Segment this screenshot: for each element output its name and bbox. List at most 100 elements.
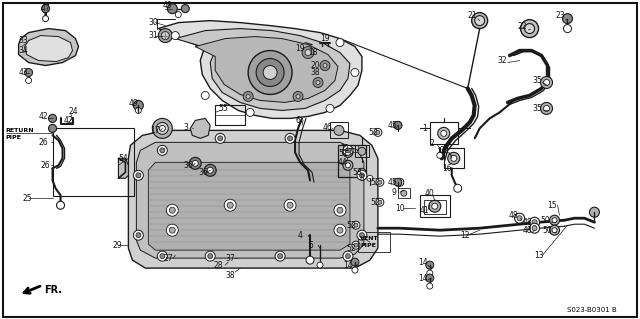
Text: 42: 42 bbox=[38, 112, 48, 121]
Circle shape bbox=[358, 147, 366, 155]
Circle shape bbox=[284, 199, 296, 211]
Text: 44: 44 bbox=[338, 158, 348, 167]
Circle shape bbox=[346, 254, 351, 259]
Bar bbox=[430, 122, 458, 145]
Circle shape bbox=[378, 180, 382, 184]
Bar bbox=[52, 128, 134, 196]
Circle shape bbox=[563, 14, 573, 24]
Text: 35: 35 bbox=[532, 104, 542, 113]
Circle shape bbox=[170, 227, 175, 233]
Text: FR.: FR. bbox=[45, 285, 63, 295]
Text: 37: 37 bbox=[225, 254, 235, 263]
Text: 17: 17 bbox=[150, 126, 160, 135]
Text: 53: 53 bbox=[352, 168, 362, 177]
Circle shape bbox=[303, 57, 313, 68]
Circle shape bbox=[24, 69, 33, 77]
Circle shape bbox=[246, 108, 254, 116]
Circle shape bbox=[426, 261, 434, 269]
Text: 42: 42 bbox=[63, 116, 73, 125]
Text: 15: 15 bbox=[548, 201, 557, 210]
Circle shape bbox=[563, 25, 572, 33]
Text: 48: 48 bbox=[523, 218, 532, 227]
Polygon shape bbox=[19, 29, 79, 65]
Text: 36: 36 bbox=[183, 161, 193, 170]
Circle shape bbox=[529, 223, 540, 233]
Text: 46: 46 bbox=[323, 123, 333, 132]
Circle shape bbox=[346, 148, 351, 153]
Text: 49: 49 bbox=[163, 1, 172, 10]
Circle shape bbox=[166, 224, 179, 236]
Text: 27: 27 bbox=[163, 254, 173, 263]
Circle shape bbox=[157, 145, 167, 155]
Circle shape bbox=[352, 221, 360, 229]
Text: 45: 45 bbox=[388, 121, 397, 130]
Circle shape bbox=[589, 207, 600, 217]
Text: 3: 3 bbox=[183, 123, 188, 132]
Text: PIPE: PIPE bbox=[360, 243, 376, 248]
Polygon shape bbox=[195, 37, 338, 102]
Circle shape bbox=[378, 200, 382, 204]
Circle shape bbox=[517, 216, 522, 221]
Text: 19: 19 bbox=[295, 44, 305, 53]
Circle shape bbox=[334, 224, 346, 236]
Circle shape bbox=[248, 50, 292, 94]
Circle shape bbox=[136, 108, 141, 114]
Text: 25: 25 bbox=[22, 194, 32, 203]
Bar bbox=[215, 106, 245, 125]
Text: 45: 45 bbox=[388, 178, 397, 187]
Circle shape bbox=[246, 94, 250, 99]
Circle shape bbox=[552, 228, 557, 233]
Bar bbox=[424, 200, 445, 214]
Circle shape bbox=[192, 160, 198, 166]
Circle shape bbox=[287, 136, 292, 141]
Circle shape bbox=[376, 130, 380, 134]
Circle shape bbox=[525, 24, 534, 33]
Circle shape bbox=[394, 178, 402, 186]
Polygon shape bbox=[148, 162, 350, 250]
Circle shape bbox=[543, 106, 550, 111]
Circle shape bbox=[343, 251, 353, 261]
Circle shape bbox=[352, 267, 358, 273]
Text: 6: 6 bbox=[295, 116, 300, 125]
Circle shape bbox=[26, 78, 31, 84]
Text: 2: 2 bbox=[430, 139, 435, 148]
Circle shape bbox=[376, 198, 384, 206]
Circle shape bbox=[398, 180, 402, 184]
Text: PIPE: PIPE bbox=[6, 135, 22, 140]
Circle shape bbox=[205, 251, 215, 261]
Circle shape bbox=[354, 223, 358, 227]
Text: S023-B0301 B: S023-B0301 B bbox=[568, 307, 617, 313]
Circle shape bbox=[436, 152, 443, 158]
Circle shape bbox=[358, 168, 366, 176]
Text: VENT: VENT bbox=[360, 236, 378, 241]
Bar bbox=[444, 148, 464, 168]
Circle shape bbox=[201, 92, 209, 100]
Circle shape bbox=[543, 79, 550, 85]
Text: 52: 52 bbox=[368, 128, 378, 137]
Circle shape bbox=[360, 173, 364, 178]
Circle shape bbox=[172, 32, 179, 40]
Circle shape bbox=[552, 218, 557, 223]
Circle shape bbox=[218, 136, 223, 141]
Circle shape bbox=[133, 100, 143, 110]
Text: 19: 19 bbox=[320, 34, 330, 43]
Bar bbox=[420, 195, 450, 217]
Bar bbox=[330, 122, 348, 138]
Circle shape bbox=[337, 207, 343, 213]
Text: 54: 54 bbox=[118, 154, 128, 163]
Text: 33: 33 bbox=[19, 36, 28, 45]
Circle shape bbox=[313, 78, 323, 87]
Circle shape bbox=[396, 178, 404, 186]
Text: 32: 32 bbox=[498, 56, 508, 65]
Circle shape bbox=[159, 125, 165, 131]
Circle shape bbox=[541, 77, 552, 88]
Circle shape bbox=[316, 64, 324, 72]
Circle shape bbox=[296, 94, 300, 99]
Text: 24: 24 bbox=[68, 107, 78, 116]
Polygon shape bbox=[129, 130, 378, 268]
Circle shape bbox=[56, 201, 65, 209]
Text: 13: 13 bbox=[534, 251, 544, 260]
Circle shape bbox=[181, 5, 189, 13]
Circle shape bbox=[152, 118, 172, 138]
Circle shape bbox=[354, 243, 358, 247]
